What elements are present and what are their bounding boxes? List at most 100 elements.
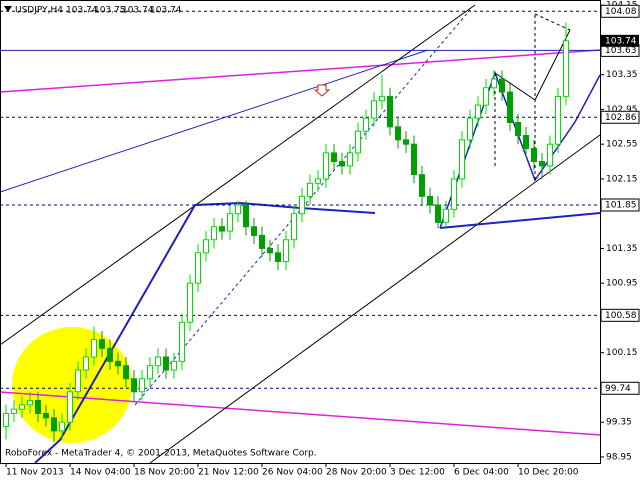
candle-body — [267, 247, 273, 254]
candle-body — [547, 143, 553, 167]
candle-body — [403, 139, 409, 145]
level-label: 104.08 — [605, 7, 637, 17]
plot-frame — [0, 0, 601, 464]
candle-body — [459, 139, 465, 180]
x-tick-label: 3 Dec 12:00 — [390, 468, 445, 478]
arrow-icon — [313, 84, 331, 97]
bid-label: 103.74 — [605, 36, 637, 46]
candle-body — [315, 178, 321, 184]
x-tick-label: 21 Nov 12:00 — [198, 468, 259, 478]
candle-body — [523, 135, 529, 150]
level-label-box — [600, 308, 640, 322]
candle-body — [371, 100, 377, 119]
candle-body — [179, 321, 185, 362]
candle-body — [195, 252, 201, 284]
candle-body — [235, 204, 241, 215]
x-tick-label: 18 Nov 20:00 — [134, 468, 195, 478]
y-tick-label: 102.55 — [606, 140, 638, 150]
x-tick-label: 11 Nov 2013 — [6, 468, 64, 478]
symbol: USDJPY,H4 — [15, 6, 63, 16]
candle-body — [427, 195, 433, 206]
candle-body — [307, 182, 313, 197]
candle-body — [19, 404, 25, 410]
level-label-box — [600, 110, 640, 124]
level-label-box — [600, 4, 640, 18]
candle-body — [51, 417, 57, 432]
trendline — [0, 391, 601, 436]
y-tick-label: 101.35 — [606, 244, 638, 254]
channel-line — [0, 4, 476, 346]
candle-body — [419, 174, 425, 197]
candle-body — [35, 399, 41, 414]
candle-body — [387, 95, 393, 128]
bid-label-box — [601, 34, 639, 47]
candle-body — [219, 226, 225, 232]
candle-body — [299, 195, 305, 215]
candle-body — [555, 95, 561, 145]
candle-body — [211, 226, 217, 241]
candle-body — [507, 91, 513, 123]
candle-body — [331, 152, 337, 163]
x-tick-label: 6 Dec 04:00 — [454, 468, 509, 478]
candle-body — [99, 339, 105, 349]
candle-body — [491, 78, 497, 89]
trendline — [439, 212, 601, 229]
candle-body — [243, 204, 249, 228]
candle-body — [43, 412, 49, 419]
candle-body — [411, 143, 417, 176]
x-tick-label: 26 Nov 04:00 — [262, 468, 323, 478]
level-label: 103.63 — [605, 46, 637, 56]
trendline — [0, 49, 429, 193]
candle-body — [259, 234, 265, 249]
x-tick-label: 14 Nov 04:00 — [70, 468, 131, 478]
candle-body — [75, 369, 81, 393]
candle-body — [163, 356, 169, 371]
trendline — [0, 49, 601, 93]
level-label-box — [600, 381, 640, 395]
candle-body — [27, 399, 33, 406]
candle-body — [395, 126, 401, 141]
y-tick-label: 100.15 — [606, 348, 638, 358]
candle-body — [563, 40, 569, 97]
candle-body — [203, 239, 209, 254]
candle-body — [539, 161, 545, 167]
candle-body — [435, 204, 441, 223]
candle-body — [443, 208, 449, 223]
candle-body — [355, 130, 361, 154]
candle-body — [251, 226, 257, 236]
candle-body — [187, 282, 193, 323]
candle-body — [155, 356, 161, 367]
candle-body — [339, 161, 345, 167]
candle-body — [483, 87, 489, 106]
y-tick-label: 102.95 — [606, 105, 638, 115]
level-label-box — [600, 198, 640, 212]
level-label: 101.85 — [605, 201, 637, 211]
channel-line — [149, 134, 601, 464]
candle-body — [451, 178, 457, 210]
y-tick-label: 100.95 — [606, 279, 638, 289]
candle-body — [123, 365, 129, 380]
candle-body — [467, 117, 473, 141]
candle-body — [91, 339, 97, 358]
y-tick-label: 98.95 — [606, 452, 632, 462]
candle-body — [283, 239, 289, 262]
candle-body — [515, 121, 521, 137]
y-tick-label: 99.35 — [606, 418, 632, 428]
candle-body — [171, 360, 177, 371]
candle-body — [379, 95, 385, 102]
candle-body — [83, 356, 89, 371]
candle-body — [227, 213, 233, 232]
quote: 103.74 — [122, 6, 154, 16]
candle-body — [67, 391, 73, 423]
candle-body — [115, 360, 121, 367]
candle-body — [11, 408, 17, 414]
quote: 103.75 — [94, 6, 126, 16]
candle-body — [291, 213, 297, 241]
candle-body — [531, 148, 537, 163]
candle-body — [107, 347, 113, 362]
level-label: 102.86 — [605, 113, 637, 123]
candle-body — [3, 412, 9, 428]
candle-body — [499, 78, 505, 93]
candle-body — [147, 365, 153, 380]
